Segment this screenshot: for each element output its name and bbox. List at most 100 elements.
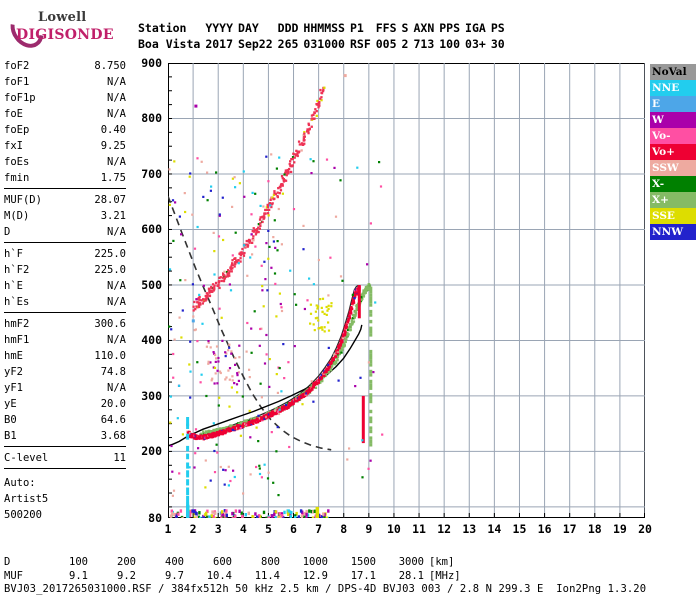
param-group-0: foF2 8.750 foF1 N/A foF1p N/A foE N/A foEp 0.40 fx… — [4, 58, 126, 186]
station-col-station: Station — [138, 21, 187, 35]
legend-item-noval[interactable]: NoVal — [650, 64, 696, 80]
param-key-b0: B0 — [4, 414, 17, 426]
logo-digisonde-text: DIGISONDE — [16, 27, 114, 43]
x-tick-3: 3 — [214, 522, 222, 536]
station-col-iga: IGA — [465, 21, 486, 35]
x-tick-8: 8 — [340, 522, 348, 536]
station-val-pps: 100 — [439, 37, 461, 51]
legend-item-ssw[interactable]: SSW — [650, 160, 696, 176]
station-col-s: S — [401, 21, 409, 35]
param-row-fof1: foF1 N/A — [4, 74, 126, 90]
param-key-h-e: h`E — [4, 280, 23, 292]
station-col-yyyy: YYYY — [205, 21, 234, 35]
param-row-ye: yE 20.0 — [4, 396, 126, 412]
param-value-hme: 110.0 — [94, 350, 126, 362]
logo-lowell-text: Lowell — [38, 10, 87, 25]
param-value-ye: 20.0 — [100, 398, 126, 410]
param-divider-3 — [4, 446, 126, 447]
param-value-h-f2: 225.0 — [94, 264, 126, 276]
x-tick-19: 19 — [612, 522, 627, 536]
y-axis-labels: 900 800 700 600 500 400 300 200 80 — [128, 56, 168, 526]
x-tick-10: 10 — [387, 522, 401, 536]
legend-item-e[interactable]: E — [650, 96, 696, 112]
ionogram-plot[interactable] — [168, 63, 645, 518]
x-tick-5: 5 — [264, 522, 272, 536]
muf-unit: [MHz] — [429, 569, 461, 582]
station-col-ffs: FFS — [375, 21, 397, 35]
muf-label: MUF — [4, 569, 23, 582]
x-tick-2: 2 — [189, 522, 197, 536]
legend-item-x-[interactable]: X- — [650, 176, 696, 192]
x-tick-1: 1 — [164, 522, 172, 536]
param-value-fof1p: N/A — [107, 92, 126, 104]
param-value-fof1: N/A — [107, 76, 126, 88]
param-row-c-level: C-level 11 — [4, 450, 126, 466]
station-header-values: Boa Vista 2017 Sep22 265 031000 RSF 005 2 713 100… — [138, 36, 510, 52]
legend-item-vo-[interactable]: Vo+ — [650, 144, 696, 160]
x-tick-9: 9 — [365, 522, 373, 536]
param-key-ye: yE — [4, 398, 17, 410]
outlier-magenta-high — [194, 104, 198, 108]
legend-item-nnw[interactable]: NNW — [650, 224, 696, 240]
y-tick-500: 500 — [141, 277, 162, 292]
distance-value-2: 400 — [165, 556, 184, 568]
y-tick-800: 800 — [141, 111, 162, 126]
param-key-hmf2: hmF2 — [4, 318, 30, 330]
distance-value-6: 1500 — [350, 556, 376, 568]
station-val-yyyy: 2017 — [205, 37, 234, 51]
param-value-hmf1: N/A — [107, 334, 126, 346]
station-val-ddd: 265 — [277, 37, 299, 51]
distance-value-4: 800 — [261, 556, 280, 568]
station-col-ddd: DDD — [277, 21, 299, 35]
station-val-s: 2 — [401, 37, 409, 51]
param-key-h-f: h`F — [4, 248, 23, 260]
param-key-h-f2: h`F2 — [4, 264, 30, 276]
station-val-ffs: 005 — [375, 37, 397, 51]
param-row-h-f: h`F 225.0 — [4, 246, 126, 262]
param-row-h-es: h`Es N/A — [4, 294, 126, 310]
legend-item-x-[interactable]: X+ — [650, 192, 696, 208]
station-header-columns: Station YYYY DAY DDD HHMMSS P1 FFS S AXN PPS IGA PS — [138, 20, 510, 36]
muf-distance-table: D 100 200 400 600 800 1000 1500 3000 [km] MUF 9.1 9… — [4, 556, 646, 597]
legend-item-w[interactable]: W — [650, 112, 696, 128]
param-row-hmf2: hmF2 300.6 — [4, 316, 126, 332]
param-value-b0: 64.6 — [100, 414, 126, 426]
station-col-ps: PS — [490, 21, 505, 35]
x-tick-13: 13 — [462, 522, 477, 536]
legend-item-vo-[interactable]: Vo- — [650, 128, 696, 144]
x-tick-12: 12 — [437, 522, 452, 536]
x-tick-6: 6 — [290, 522, 297, 536]
muf-row: MUF 9.1 9.2 9.7 10.4 11.4 12.9 17.1 28.1 [MHz] — [4, 570, 646, 584]
param-row-muf-d: MUF(D) 28.07 — [4, 192, 126, 208]
x-tick-11: 11 — [412, 522, 426, 536]
param-key-fof1: foF1 — [4, 76, 30, 88]
param-key-yf1: yF1 — [4, 382, 23, 394]
muf-value-2: 9.7 — [165, 569, 184, 582]
distance-row: D 100 200 400 600 800 1000 1500 3000 [km] — [4, 556, 646, 570]
fof2-lower-marker — [361, 395, 365, 444]
param-divider-4 — [4, 468, 126, 469]
x-tick-4: 4 — [239, 522, 247, 536]
legend-item-sse[interactable]: SSE — [650, 208, 696, 224]
x-tick-16: 16 — [537, 522, 552, 536]
param-row-fmin: fmin 1.75 — [4, 170, 126, 186]
param-key-fxi: fxI — [4, 140, 23, 152]
param-row-h-f2: h`F2 225.0 — [4, 262, 126, 278]
auto-line-1: Artist5 — [4, 493, 49, 505]
param-key-yf2: yF2 — [4, 366, 23, 378]
param-key-muf-d: MUF(D) — [4, 194, 42, 206]
muf3000-dashed-curve — [168, 195, 332, 451]
plot-canvas — [168, 63, 645, 518]
param-row-hme: hmE 110.0 — [4, 348, 126, 364]
interference-noise-points — [168, 153, 384, 497]
legend-item-nne[interactable]: NNE — [650, 80, 696, 96]
param-group-1: MUF(D) 28.07 M(D) 3.21 D N/A — [4, 192, 126, 240]
x-tick-7: 7 — [315, 522, 323, 536]
param-row-fxi: fxI 9.25 — [4, 138, 126, 154]
direction-legend[interactable]: NoVal NNE E W Vo- Vo+ SSW X- X+ SSE NNW — [650, 64, 696, 240]
param-row-fof2: foF2 8.750 — [4, 58, 126, 74]
source-file-line: BVJ03_2017265031000.RSF / 384fx512h 50 k… — [4, 583, 647, 595]
x-tick-20: 20 — [638, 522, 652, 536]
muf-value-6: 17.1 — [350, 569, 376, 582]
param-value-muf-d: 28.07 — [94, 194, 126, 206]
